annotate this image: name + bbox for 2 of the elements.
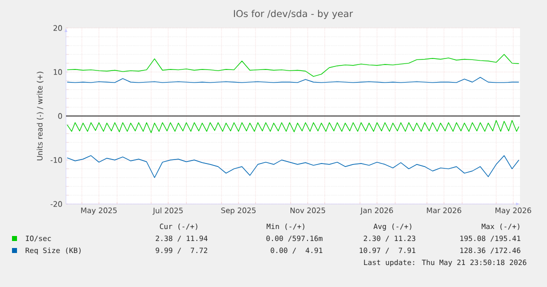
chart-title: IOs for /dev/sda - by year: [234, 10, 353, 19]
line-series: [66, 120, 520, 134]
